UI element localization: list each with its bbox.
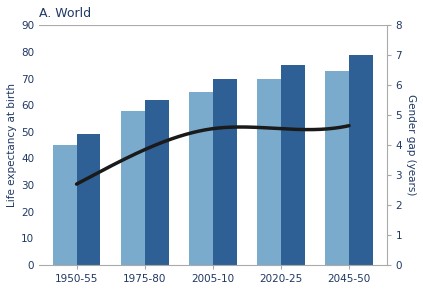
Bar <box>257 79 281 265</box>
Bar <box>325 70 349 265</box>
Text: A. World: A. World <box>39 7 91 20</box>
Bar <box>145 100 168 265</box>
Bar <box>213 79 236 265</box>
Bar <box>121 111 145 265</box>
Bar <box>189 92 213 265</box>
Y-axis label: Life expectancy at birth: Life expectancy at birth <box>7 83 17 207</box>
Bar <box>53 145 77 265</box>
Bar <box>281 65 305 265</box>
Bar <box>77 134 100 265</box>
Y-axis label: Gender gap (years): Gender gap (years) <box>406 95 416 196</box>
Bar <box>349 55 373 265</box>
